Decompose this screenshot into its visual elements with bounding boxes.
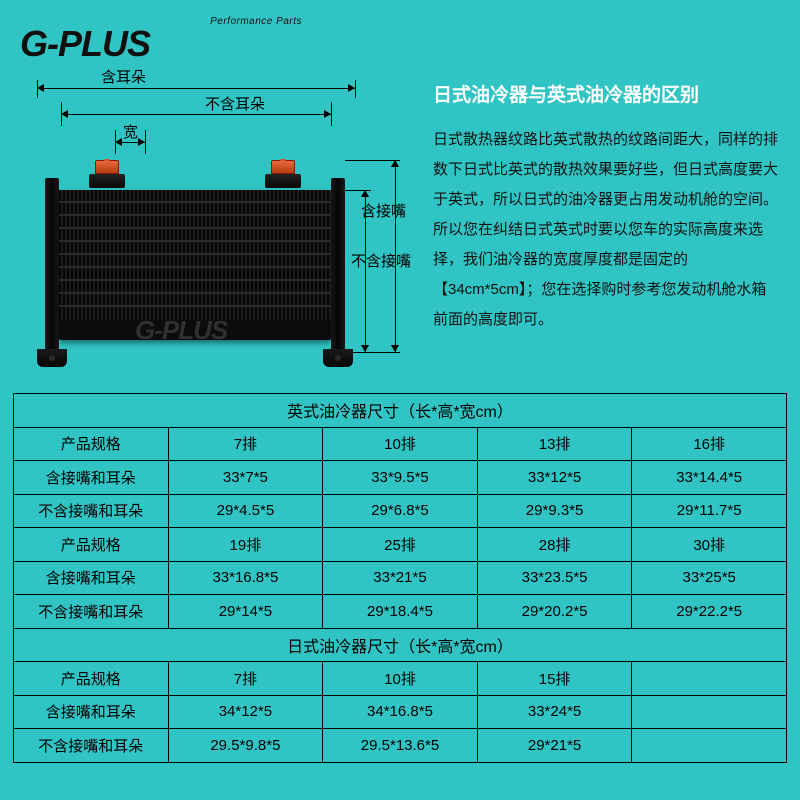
dim-arrow-without-fitting (365, 190, 366, 352)
cell: 29.5*9.8*5 (168, 729, 323, 763)
dim-label-width: 宽 (123, 121, 138, 142)
dim-label-without-ears: 不含耳朵 (205, 93, 265, 114)
cell: 15排 (477, 662, 632, 696)
row-label-with: 含接嘴和耳朵 (14, 561, 169, 595)
brand-logo: Performance Parts G-PLUS (20, 20, 310, 65)
cell-empty (632, 729, 787, 763)
description-block: 日式油冷器与英式油冷器的区别 日式散热器纹路比英式散热的纹路间距大，同样的排数下… (433, 80, 778, 335)
dim-arrow-width (115, 142, 145, 143)
row-label-with: 含接嘴和耳朵 (14, 461, 169, 495)
cell: 29*18.4*5 (323, 595, 478, 629)
cell: 30排 (632, 528, 787, 562)
row-label-spec: 产品规格 (14, 662, 169, 696)
cell: 33*25*5 (632, 561, 787, 595)
cell: 29*6.8*5 (323, 494, 478, 528)
dim-arrow-without-ears (61, 114, 331, 115)
cell: 10排 (323, 427, 478, 461)
cell: 29*22.2*5 (632, 595, 787, 629)
row-label-without: 不含接嘴和耳朵 (14, 595, 169, 629)
row-label-spec: 产品规格 (14, 528, 169, 562)
row-label-with: 含接嘴和耳朵 (14, 695, 169, 729)
british-header: 英式油冷器尺寸（长*高*宽cm） (14, 394, 787, 428)
fitting-right (261, 160, 305, 188)
top-section: 含耳朵 不含耳朵 宽 含接嘴 不含接嘴 (0, 80, 800, 390)
description-body: 日式散热器纹路比英式散热的纹路间距大，同样的排数下日式比英式的散热效果要好些，但… (433, 125, 778, 335)
cell: 29.5*13.6*5 (323, 729, 478, 763)
size-table: 英式油冷器尺寸（长*高*宽cm） 产品规格 7排 10排 13排 16排 含接嘴… (13, 393, 787, 763)
cell: 33*23.5*5 (477, 561, 632, 595)
cell: 33*12*5 (477, 461, 632, 495)
size-tables: 英式油冷器尺寸（长*高*宽cm） 产品规格 7排 10排 13排 16排 含接嘴… (13, 393, 787, 763)
cell: 29*11.7*5 (632, 494, 787, 528)
row-label-without: 不含接嘴和耳朵 (14, 494, 169, 528)
cell: 25排 (323, 528, 478, 562)
fitting-left (85, 160, 129, 188)
logo-main: G-PLUS (20, 20, 310, 62)
row-label-without: 不含接嘴和耳朵 (14, 729, 169, 763)
cell: 29*9.3*5 (477, 494, 632, 528)
oil-cooler-illustration (45, 178, 345, 353)
cell: 16排 (632, 427, 787, 461)
cell: 10排 (323, 662, 478, 696)
cell: 13排 (477, 427, 632, 461)
cell: 29*4.5*5 (168, 494, 323, 528)
cell: 33*7*5 (168, 461, 323, 495)
cell: 19排 (168, 528, 323, 562)
dim-arrow-with-ears (37, 88, 355, 89)
cell: 33*24*5 (477, 695, 632, 729)
cell: 33*9.5*5 (323, 461, 478, 495)
cell-empty (632, 662, 787, 696)
cell: 29*14*5 (168, 595, 323, 629)
cell-empty (632, 695, 787, 729)
cell: 33*14.4*5 (632, 461, 787, 495)
cooler-diagram: 含耳朵 不含耳朵 宽 含接嘴 不含接嘴 (15, 80, 415, 385)
cell: 28排 (477, 528, 632, 562)
row-label-spec: 产品规格 (14, 427, 169, 461)
cell: 34*12*5 (168, 695, 323, 729)
cell: 7排 (168, 662, 323, 696)
dim-label-with-fitting: 含接嘴 (361, 200, 406, 221)
dim-label-without-fitting: 不含接嘴 (351, 250, 411, 271)
cell: 29*20.2*5 (477, 595, 632, 629)
cell: 7排 (168, 427, 323, 461)
cell: 29*21*5 (477, 729, 632, 763)
description-title: 日式油冷器与英式油冷器的区别 (433, 80, 778, 107)
cell: 33*16.8*5 (168, 561, 323, 595)
cell: 33*21*5 (323, 561, 478, 595)
dim-label-with-ears: 含耳朵 (101, 66, 146, 87)
japanese-header: 日式油冷器尺寸（长*高*宽cm） (14, 628, 787, 662)
cell: 34*16.8*5 (323, 695, 478, 729)
